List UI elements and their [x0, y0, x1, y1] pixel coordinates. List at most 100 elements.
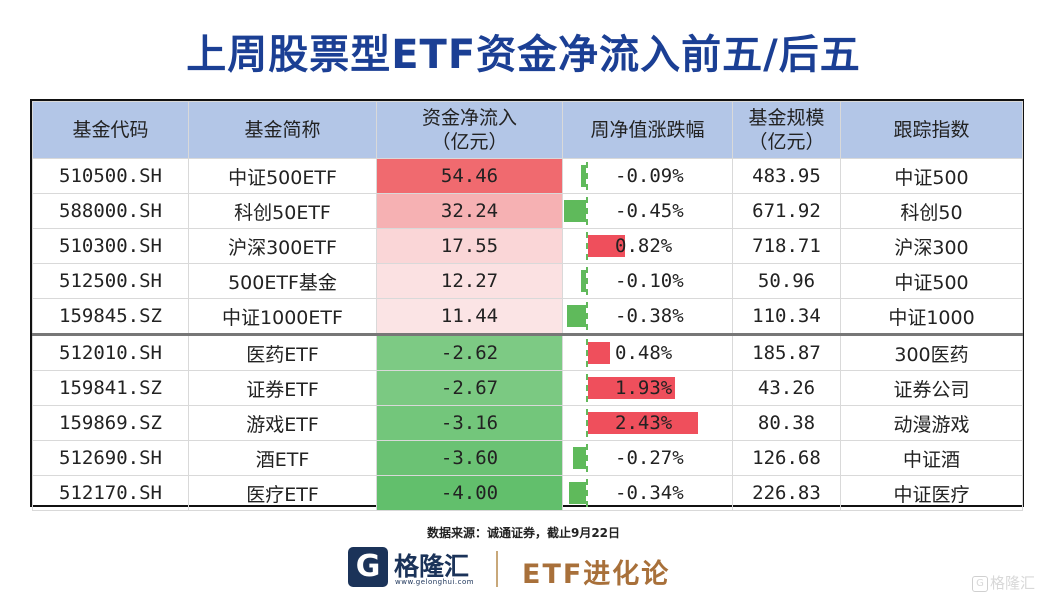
cell-code: 510500.SH	[32, 158, 189, 194]
change-axis-line	[586, 479, 588, 507]
cell-scale: 126.68	[732, 440, 841, 476]
table-header-row: 基金代码 基金简称 资金净流入 （亿元） 周净值涨跌幅 基金规模 （亿元） 跟踪…	[32, 101, 1023, 159]
cell-change: -0.10%	[562, 263, 733, 299]
table-row: 512170.SH 医疗ETF -4.00 -0.34% 226.83 中证医疗	[32, 475, 1023, 511]
table-row: 510300.SH 沪深300ETF 17.55 0.82% 718.71 沪深300	[32, 228, 1023, 264]
cell-name: 沪深300ETF	[188, 228, 377, 264]
change-bar	[581, 270, 586, 292]
change-bar	[569, 482, 586, 504]
cell-index: 沪深300	[840, 228, 1023, 264]
table-row: 159869.SZ 游戏ETF -3.16 2.43% 80.38 动漫游戏	[32, 405, 1023, 441]
cell-name: 游戏ETF	[188, 405, 377, 441]
change-value: -0.38%	[615, 305, 684, 327]
change-value: -0.10%	[615, 270, 684, 292]
change-value: -0.09%	[615, 165, 684, 187]
cell-scale: 80.38	[732, 405, 841, 441]
cell-change: -0.09%	[562, 158, 733, 194]
cell-scale: 226.83	[732, 475, 841, 511]
cell-code: 159869.SZ	[32, 405, 189, 441]
cell-name: 酒ETF	[188, 440, 377, 476]
change-value: 0.48%	[615, 342, 673, 364]
cell-flow: 54.46	[376, 158, 563, 194]
change-axis-line	[586, 444, 588, 472]
header-code: 基金代码	[32, 101, 189, 159]
header-change: 周净值涨跌幅	[562, 101, 733, 159]
table-row: 510500.SH 中证500ETF 54.46 -0.09% 483.95 中证500	[32, 158, 1023, 194]
change-bar	[588, 412, 698, 434]
cell-index: 动漫游戏	[840, 405, 1023, 441]
change-value: 2.43%	[615, 412, 673, 434]
cell-change: 2.43%	[562, 405, 733, 441]
etf-flow-table: 基金代码 基金简称 资金净流入 （亿元） 周净值涨跌幅 基金规模 （亿元） 跟踪…	[30, 99, 1024, 511]
header-scale-line2: （亿元）	[748, 131, 825, 153]
cell-scale: 110.34	[732, 298, 841, 335]
cell-flow: -3.60	[376, 440, 563, 476]
cell-code: 512500.SH	[32, 263, 189, 299]
cell-name: 科创50ETF	[188, 193, 377, 229]
table-row: 512690.SH 酒ETF -3.60 -0.27% 126.68 中证酒	[32, 440, 1023, 476]
cell-scale: 185.87	[732, 333, 841, 371]
change-value: -0.34%	[615, 482, 684, 504]
cell-change: 1.93%	[562, 370, 733, 406]
header-flow: 资金净流入 （亿元）	[376, 101, 563, 159]
cell-name: 中证1000ETF	[188, 298, 377, 335]
cell-index: 科创50	[840, 193, 1023, 229]
header-scale-line1: 基金规模	[748, 107, 825, 129]
header-scale: 基金规模 （亿元）	[732, 101, 841, 159]
logo-url: www.gelonghui.com	[395, 578, 475, 586]
cell-index: 中证酒	[840, 440, 1023, 476]
footer-divider	[496, 551, 498, 587]
cell-flow: 32.24	[376, 193, 563, 229]
cell-change: 0.48%	[562, 333, 733, 371]
change-axis-line	[586, 302, 588, 330]
cell-index: 中证500	[840, 263, 1023, 299]
data-source-note: 数据来源：诚通证券，截止9月22日	[426, 526, 621, 540]
cell-name: 证券ETF	[188, 370, 377, 406]
cell-change: -0.38%	[562, 298, 733, 335]
cell-change: -0.27%	[562, 440, 733, 476]
cell-name: 医药ETF	[188, 333, 377, 371]
change-bar	[581, 165, 586, 187]
cell-scale: 483.95	[732, 158, 841, 194]
cell-flow: 12.27	[376, 263, 563, 299]
change-value: 1.93%	[615, 377, 673, 399]
cell-code: 512170.SH	[32, 475, 189, 511]
change-axis-line	[586, 197, 588, 225]
page-title: 上周股票型ETF资金净流入前五/后五	[186, 32, 861, 78]
gelonghui-logo: G 格隆汇 www.gelonghui.com	[348, 547, 478, 591]
cell-scale: 50.96	[732, 263, 841, 299]
header-name: 基金简称	[188, 101, 377, 159]
cell-flow: 11.44	[376, 298, 563, 335]
watermark-text: 格隆汇	[989, 574, 1035, 592]
change-axis-line	[586, 232, 588, 260]
change-value: -0.45%	[615, 200, 684, 222]
change-value: 0.82%	[615, 235, 673, 257]
change-axis-line	[586, 162, 588, 190]
change-bar	[588, 342, 610, 364]
cell-index: 证券公司	[840, 370, 1023, 406]
table-row: 512500.SH 500ETF基金 12.27 -0.10% 50.96 中证500	[32, 263, 1023, 299]
cell-name: 中证500ETF	[188, 158, 377, 194]
change-bar	[564, 200, 586, 222]
cell-name: 医疗ETF	[188, 475, 377, 511]
cell-change: -0.45%	[562, 193, 733, 229]
cell-code: 159841.SZ	[32, 370, 189, 406]
change-axis-line	[586, 409, 588, 437]
change-value: -0.27%	[615, 447, 684, 469]
header-index: 跟踪指数	[840, 101, 1023, 159]
watermark-logo-icon: G	[971, 575, 988, 592]
watermark: G 格隆汇	[971, 572, 1035, 593]
cell-index: 中证500	[840, 158, 1023, 194]
cell-code: 588000.SH	[32, 193, 189, 229]
table-row: 512010.SH 医药ETF -2.62 0.48% 185.87 300医药	[32, 333, 1023, 371]
logo-text: 格隆汇	[394, 552, 470, 581]
cell-index: 中证1000	[840, 298, 1023, 335]
cell-scale: 43.26	[732, 370, 841, 406]
change-bar	[572, 447, 586, 469]
cell-flow: -2.62	[376, 333, 563, 371]
cell-name: 500ETF基金	[188, 263, 377, 299]
cell-code: 512010.SH	[32, 333, 189, 371]
brand-name: ETF进化论	[522, 559, 671, 590]
header-flow-line1: 资金净流入	[421, 107, 517, 129]
cell-index: 300医药	[840, 333, 1023, 371]
